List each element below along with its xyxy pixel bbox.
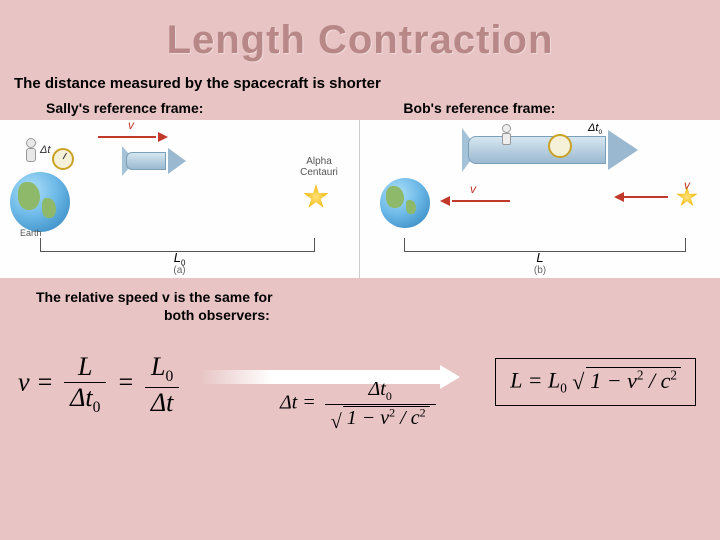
page-title: Length Contraction: [0, 0, 720, 63]
delta-t0-label: Δt0: [588, 122, 602, 136]
length-bracket-b: [404, 238, 686, 252]
equation-time-dilation: Δt = Δt0 1 − v2 / c2: [280, 378, 440, 430]
equation-velocity: v = LΔt0 = L0Δt: [18, 352, 183, 417]
velocity-label-a: v: [128, 118, 134, 132]
panel-bob: Δt0 v v L (b): [360, 120, 720, 278]
earth-icon: [10, 172, 70, 232]
panel-tag-b: (b): [534, 265, 546, 276]
velocity-label-b2: v: [684, 178, 690, 192]
frame-labels: Sally's reference frame: Bob's reference…: [0, 100, 720, 116]
earth-b-icon: [380, 178, 430, 228]
equation-row: v = LΔt0 = L0Δt Δt = Δt0 1 − v2 / c2 L =…: [0, 336, 720, 436]
velocity-arrow-b2-icon: [614, 192, 668, 202]
length-l-label: L: [536, 250, 543, 265]
velocity-arrow-icon: [98, 132, 168, 142]
spacecraft-a-icon: [126, 148, 186, 174]
clock-b-icon: [548, 134, 572, 158]
alpha-centauri-icon: [303, 184, 329, 210]
note-text: The relative speed v is the same for bot…: [36, 288, 720, 324]
earth-label: Earth: [20, 228, 42, 238]
alpha-centauri-label: Alpha Centauri: [289, 156, 349, 178]
diagram-area: Δt Earth v Alpha Centauri L0 (a) Δt0 v v…: [0, 120, 720, 278]
sally-astronaut-icon: [24, 138, 38, 168]
sally-frame-label: Sally's reference frame:: [46, 100, 203, 116]
panel-sally: Δt Earth v Alpha Centauri L0 (a): [0, 120, 360, 278]
bob-astronaut-icon: [500, 124, 512, 148]
bob-frame-label: Bob's reference frame:: [403, 100, 555, 116]
delta-t-label: Δt: [40, 144, 50, 156]
equation-length-contraction: L = L0 1 − v2 / c2: [495, 358, 696, 406]
panel-tag-a: (a): [173, 265, 185, 276]
velocity-arrow-b1-icon: [440, 196, 510, 206]
subtitle: The distance measured by the spacecraft …: [14, 75, 720, 92]
clock-icon: [52, 148, 74, 170]
velocity-label-b1: v: [470, 182, 476, 196]
